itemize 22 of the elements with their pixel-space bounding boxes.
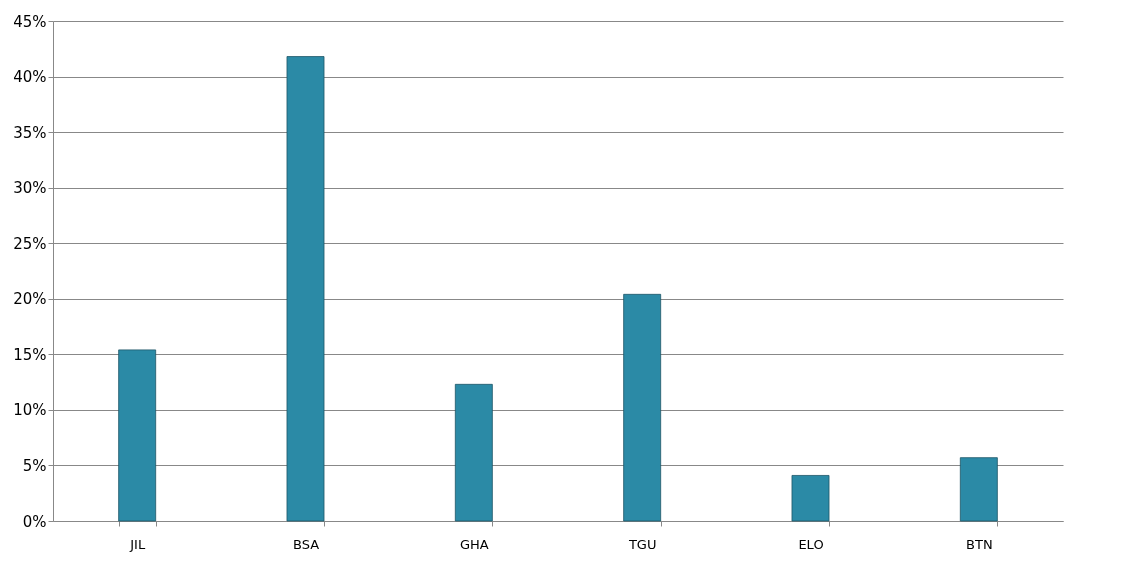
y-tick-label: 5%	[22, 456, 47, 475]
y-tick-label: 0%	[22, 512, 47, 531]
bar	[118, 349, 157, 522]
y-tick-label: 10%	[13, 401, 47, 420]
x-tick-label: JIL	[129, 536, 146, 552]
bar	[959, 457, 998, 522]
x-tick-label: BSA	[292, 536, 320, 552]
bar	[454, 383, 493, 522]
y-tick-label: 45%	[13, 12, 47, 31]
y-tick-label: 15%	[13, 345, 47, 364]
y-tick-label: 40%	[13, 68, 47, 87]
y-tick-label: 30%	[13, 179, 47, 198]
x-tick-label: ELO	[798, 536, 824, 552]
y-tick-label: 20%	[13, 290, 47, 309]
bar	[791, 475, 830, 522]
y-tick-label: 25%	[13, 234, 47, 253]
bar	[623, 293, 662, 522]
x-tick-label: GHA	[459, 536, 489, 552]
x-tick-label: BTN	[966, 536, 993, 552]
x-tick-label: TGU	[627, 536, 657, 552]
bar	[286, 56, 325, 522]
y-tick-label: 35%	[13, 123, 47, 142]
